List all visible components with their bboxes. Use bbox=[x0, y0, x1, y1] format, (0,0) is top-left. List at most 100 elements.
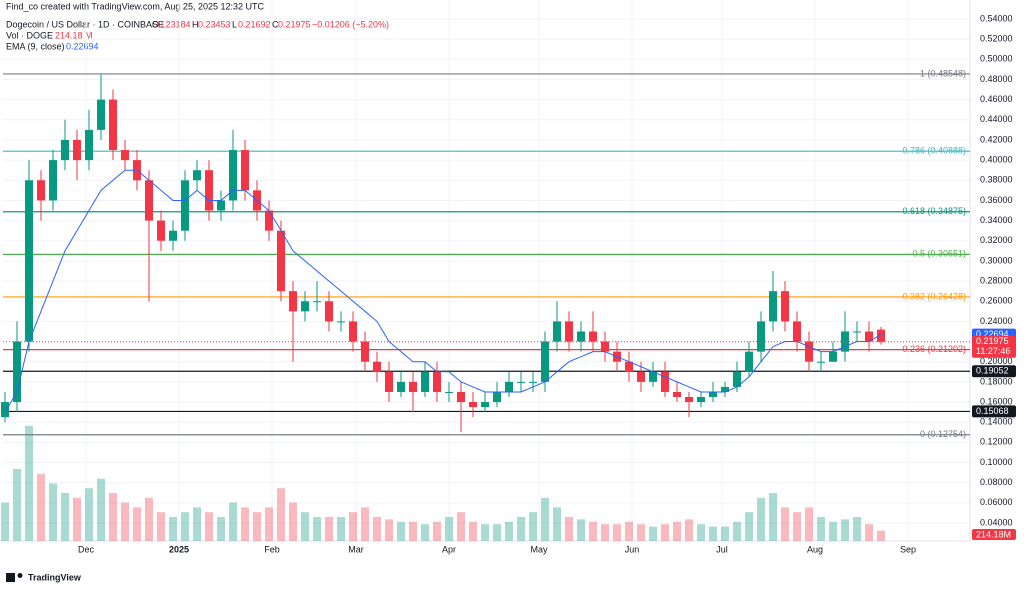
candle-body bbox=[793, 321, 801, 342]
x-tick-label: May bbox=[530, 544, 548, 554]
candle-body bbox=[565, 321, 573, 342]
candle-body bbox=[769, 291, 777, 322]
candle-body bbox=[73, 139, 81, 161]
volume-bar bbox=[421, 524, 429, 541]
candle-body bbox=[421, 371, 429, 392]
volume-bar bbox=[121, 502, 129, 541]
ohlc-key: H bbox=[192, 19, 199, 29]
fib-label: 0.236 (0.21202) bbox=[902, 344, 966, 354]
candle-body bbox=[601, 341, 609, 352]
candle-body bbox=[241, 150, 249, 191]
candle-body bbox=[169, 230, 177, 241]
volume-bar bbox=[505, 521, 513, 541]
candle-body bbox=[25, 180, 33, 342]
volume-bar bbox=[205, 512, 213, 541]
candle-body bbox=[589, 331, 597, 342]
volume-bar bbox=[673, 521, 681, 541]
volume-bar bbox=[361, 507, 369, 541]
price-tag-label: 0.19052 bbox=[976, 366, 1009, 376]
candle-body bbox=[733, 371, 741, 387]
volume-bar bbox=[157, 512, 165, 541]
candle-body bbox=[37, 180, 45, 201]
ema-legend: EMA (9, close) bbox=[6, 41, 65, 51]
volume-bar bbox=[373, 517, 381, 541]
volume-bar bbox=[169, 517, 177, 541]
candle-body bbox=[829, 351, 837, 362]
volume-bar bbox=[61, 493, 69, 541]
volume-bar bbox=[301, 512, 309, 541]
candle-body bbox=[877, 329, 885, 342]
candle-body bbox=[277, 230, 285, 292]
y-tick-label: 0.54000 bbox=[980, 13, 1013, 23]
volume-bar bbox=[841, 519, 849, 541]
close-tag bbox=[972, 335, 1016, 358]
y-tick-label: 0.36000 bbox=[980, 195, 1013, 205]
candle-body bbox=[721, 386, 729, 392]
volume-bar bbox=[877, 530, 885, 541]
volume-bar bbox=[685, 519, 693, 541]
candle-body bbox=[577, 331, 585, 342]
candle-body bbox=[781, 291, 789, 322]
credit: Find_co created with TradingView.com, Au… bbox=[6, 1, 264, 11]
candle-body bbox=[205, 170, 213, 211]
y-tick-label: 0.20000 bbox=[980, 356, 1013, 366]
volume-bar bbox=[661, 524, 669, 541]
candle-body bbox=[649, 371, 657, 382]
volume-bar bbox=[433, 521, 441, 541]
logo-mark bbox=[17, 573, 23, 578]
volume-legend: Vol · DOGE bbox=[6, 30, 53, 40]
price-tag bbox=[972, 405, 1016, 418]
volume-bar bbox=[1, 502, 9, 541]
volume-bar bbox=[277, 488, 285, 541]
fib-label: 1 (0.48548) bbox=[920, 68, 966, 78]
volume-bar bbox=[313, 517, 321, 541]
ohlc-key: C bbox=[272, 19, 279, 29]
candle-body bbox=[217, 200, 225, 211]
ohlc-value: 0.21692 bbox=[238, 19, 271, 29]
candle-body bbox=[757, 321, 765, 352]
candle-body bbox=[457, 391, 465, 403]
volume-bar bbox=[265, 507, 273, 541]
candle-body bbox=[313, 301, 321, 303]
y-tick-label: 0.12000 bbox=[980, 437, 1013, 447]
candle-body bbox=[385, 371, 393, 392]
volume-bar bbox=[745, 512, 753, 541]
volume-bar bbox=[589, 521, 597, 541]
candle-body bbox=[361, 341, 369, 362]
volume-legend-value: 214.18 M bbox=[55, 30, 93, 40]
y-tick-label: 0.52000 bbox=[980, 34, 1013, 44]
volume-bar bbox=[721, 526, 729, 541]
candle-body bbox=[685, 397, 693, 403]
candle-body bbox=[553, 321, 561, 342]
ema-legend-value: 0.22694 bbox=[66, 41, 99, 51]
countdown: 11:27:46 bbox=[976, 346, 1010, 356]
candle-body bbox=[325, 301, 333, 322]
volume-bar bbox=[133, 507, 141, 541]
candle-body bbox=[433, 371, 441, 392]
volume-bar bbox=[613, 524, 621, 541]
ohlc-key: L bbox=[232, 19, 237, 29]
price-tag bbox=[972, 365, 1016, 378]
close-tag-label: 0.21975 bbox=[976, 336, 1009, 346]
candle-body bbox=[817, 361, 825, 363]
fib-label: 0.382 (0.26428) bbox=[902, 291, 966, 301]
candle-body bbox=[637, 371, 645, 382]
y-tick-label: 0.14000 bbox=[980, 417, 1013, 427]
candle-body bbox=[373, 361, 381, 372]
logo-mark bbox=[6, 573, 15, 582]
y-tick-label: 0.30000 bbox=[980, 255, 1013, 265]
volume-bar bbox=[217, 517, 225, 541]
candle-body bbox=[397, 381, 405, 392]
candle-body bbox=[865, 331, 873, 342]
fib-label: 0 (0.12754) bbox=[920, 429, 966, 439]
candle-body bbox=[289, 291, 297, 312]
y-tick-label: 0.44000 bbox=[980, 114, 1013, 124]
y-tick-label: 0.38000 bbox=[980, 175, 1013, 185]
x-tick-label: Mar bbox=[348, 544, 364, 554]
y-tick-label: 0.48000 bbox=[980, 74, 1013, 84]
volume-bar bbox=[793, 512, 801, 541]
candle-body bbox=[661, 371, 669, 392]
volume-bar bbox=[229, 502, 237, 541]
volume-bar bbox=[85, 488, 93, 541]
